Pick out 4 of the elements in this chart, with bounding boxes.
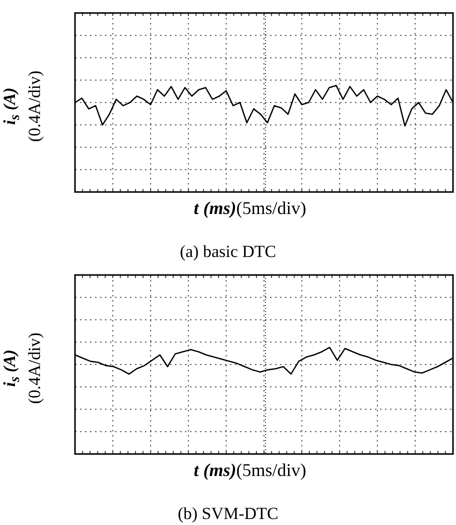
text: (a) basic DTC (178, 242, 278, 262)
x-axis-title: t (ms)(5ms/div) (192, 198, 308, 219)
x-axis-title: t (ms)(5ms/div) (192, 460, 308, 481)
text: (b) SVM-DTC (176, 504, 280, 524)
